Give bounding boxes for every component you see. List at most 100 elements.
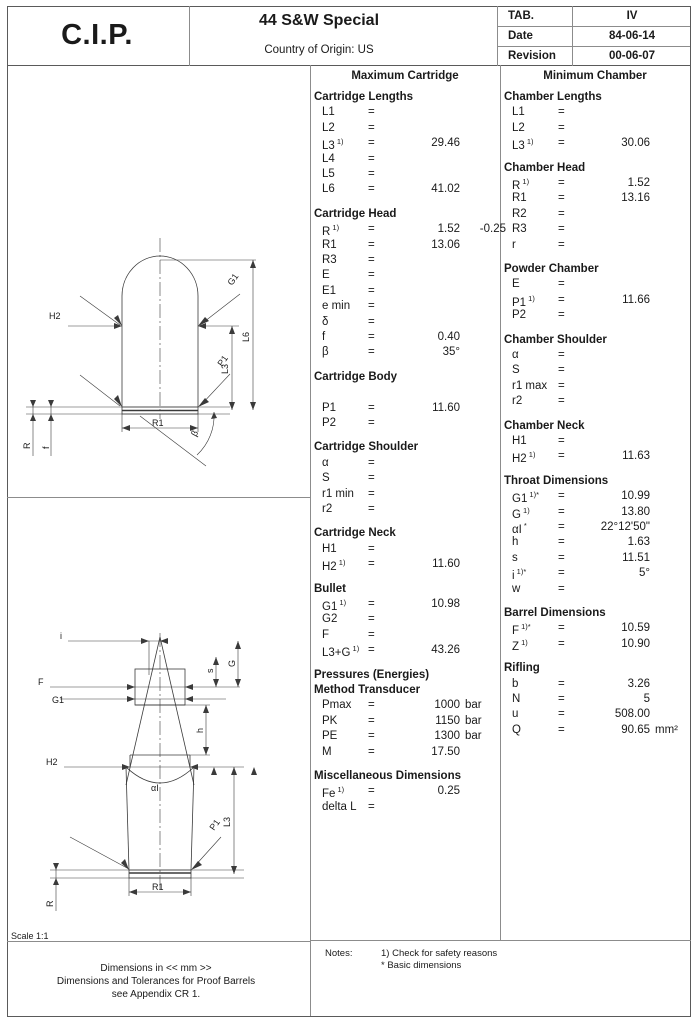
- svg-text:L6: L6: [241, 332, 251, 342]
- spec-symbol-superscript: 1): [350, 644, 360, 654]
- spec-equals: =: [368, 223, 375, 236]
- spec-symbol: R1: [322, 238, 337, 251]
- spec-symbol-superscript: 1)*: [519, 622, 531, 632]
- svg-text:H2: H2: [49, 311, 61, 321]
- date-value: 84-06-14: [608, 30, 656, 42]
- scale-divider: [7, 941, 311, 942]
- spec-equals: =: [368, 238, 375, 251]
- spec-value: 0.25: [437, 785, 460, 798]
- svg-text:β: β: [189, 429, 200, 438]
- spec-equals: =: [368, 487, 375, 500]
- svg-text:αI: αI: [151, 783, 159, 793]
- spec-equals: =: [368, 121, 375, 134]
- spec-equals: =: [368, 542, 375, 555]
- header-row-divider-1: [497, 26, 690, 27]
- spec-equals: =: [558, 622, 565, 635]
- spec-value: 43.26: [431, 644, 460, 657]
- spec-symbol: E1: [322, 284, 337, 297]
- spec-equals: =: [368, 152, 375, 165]
- spec-symbol: L2: [322, 121, 335, 134]
- spec-symbol: r2: [512, 395, 523, 408]
- svg-text:G: G: [227, 660, 237, 667]
- spec-value: 11.63: [622, 450, 650, 463]
- spec-symbol-superscript: 1): [526, 450, 536, 460]
- date-label: Date: [508, 30, 533, 42]
- border-bottom: [7, 1016, 691, 1017]
- spec-symbol: H1: [322, 542, 337, 555]
- spec-equals: =: [368, 269, 375, 282]
- spec-equals: =: [368, 628, 375, 641]
- spec-symbol: i 1)*: [512, 567, 527, 583]
- spec-symbol: R 1): [322, 223, 340, 239]
- spec-equals: =: [558, 278, 565, 291]
- border-left: [7, 6, 8, 1017]
- spec-symbol-superscript: 1): [330, 223, 340, 233]
- spec-equals: =: [558, 223, 565, 236]
- section-heading: Barrel Dimensions: [504, 607, 606, 619]
- spec-symbol: L3 1): [322, 137, 344, 153]
- spec-symbol: P2: [322, 417, 337, 429]
- spec-equals: =: [558, 364, 565, 377]
- spec-equals: =: [368, 785, 375, 798]
- spec-symbol: N: [512, 693, 521, 705]
- spec-symbol: Z 1): [512, 637, 528, 653]
- spec-symbol-superscript: 1)*: [527, 490, 540, 500]
- spec-equals: =: [558, 309, 565, 322]
- header-row-divider-2: [497, 46, 690, 47]
- dimensions-note-line-2: Dimensions and Tolerances for Proof Barr…: [56, 976, 256, 987]
- spec-symbol: S: [322, 472, 330, 485]
- spec-symbol-superscript: 1): [524, 137, 534, 147]
- section-heading: Powder Chamber: [504, 263, 599, 275]
- spec-symbol-superscript: 1): [520, 505, 530, 515]
- section-heading: Cartridge Lengths: [314, 91, 414, 103]
- spec-symbol: E: [322, 269, 330, 282]
- chamber-drawing: i F G1 G s h H2 αI: [8, 615, 308, 915]
- spec-value: 13.16: [621, 192, 650, 205]
- spec-equals: =: [558, 106, 565, 119]
- spec-symbol: Q: [512, 723, 521, 736]
- spec-symbol: E: [512, 278, 520, 291]
- tab-value: IV: [626, 10, 638, 22]
- spec-symbol: β: [322, 346, 329, 359]
- svg-text:f: f: [41, 446, 51, 449]
- spec-value: 11.60: [432, 401, 460, 414]
- spec-equals: =: [558, 207, 565, 220]
- spec-symbol-superscript: 1)*: [514, 567, 527, 577]
- section-heading: Rifling: [504, 662, 540, 675]
- spec-unit: bar: [465, 714, 482, 727]
- notes-line-2: * Basic dimensions: [381, 960, 462, 971]
- spec-value: 3.26: [627, 677, 650, 690]
- border-right: [690, 6, 691, 1017]
- spec-value: 35°: [442, 346, 460, 359]
- spec-symbol: r: [512, 238, 516, 251]
- spec-equals: =: [368, 558, 375, 571]
- cip-logo: C.I.P.: [61, 18, 133, 51]
- section-heading: Miscellaneous Dimensions: [314, 770, 461, 782]
- spec-value: 5: [643, 693, 650, 705]
- spec-symbol: M: [322, 745, 332, 758]
- spec-value: 13.06: [431, 238, 460, 251]
- spec-equals: =: [558, 637, 565, 650]
- spec-symbol: G2: [322, 613, 338, 626]
- section-heading: Bullet: [314, 582, 346, 595]
- spec-equals: =: [368, 331, 375, 343]
- notes-divider: [310, 940, 691, 941]
- right-column-title: Minimum Chamber: [543, 70, 647, 82]
- section-heading: Cartridge Neck: [314, 527, 396, 540]
- spec-value: 10.99: [621, 490, 650, 503]
- svg-text:s: s: [205, 668, 215, 673]
- svg-text:G1: G1: [52, 695, 64, 705]
- spec-symbol-superscript: 1): [520, 177, 530, 186]
- spec-symbol: L1: [512, 106, 525, 119]
- spec-value: 5°: [639, 567, 650, 580]
- spec-value: 17.50: [431, 745, 460, 758]
- revision-label: Revision: [508, 50, 556, 62]
- spec-symbol: L1: [322, 106, 335, 119]
- spec-equals: =: [558, 723, 565, 736]
- tab-label: TAB.: [508, 10, 534, 22]
- spec-equals: =: [368, 168, 375, 180]
- spec-value: 1150: [435, 714, 460, 727]
- spec-symbol: αI *: [512, 521, 527, 536]
- spec-value: 1300: [434, 730, 460, 743]
- spec-equals: =: [368, 137, 375, 150]
